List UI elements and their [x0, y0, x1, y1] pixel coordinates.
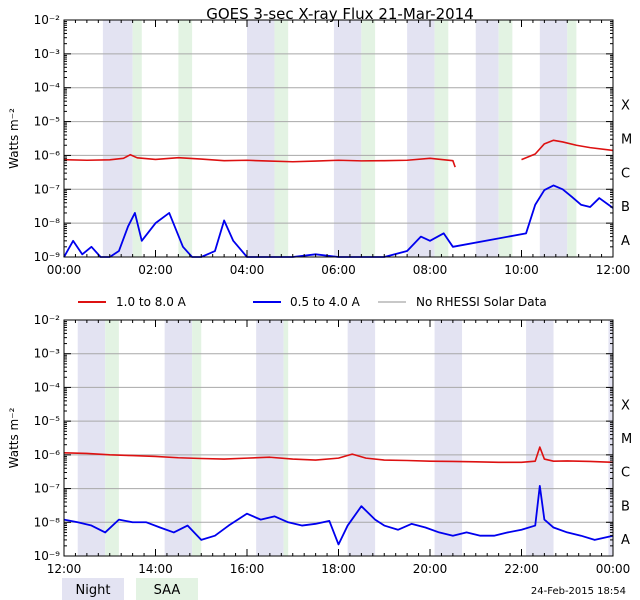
x-tick-label: 14:00 [138, 562, 173, 576]
x-tick-label: 08:00 [413, 263, 448, 277]
shading-legend: Night SAA [62, 578, 198, 600]
saa-band [178, 20, 193, 257]
y-tick-label: 10⁻⁹ [34, 549, 61, 563]
y-tick-label: 10⁻² [34, 313, 61, 327]
x-tick-label: 00:00 [596, 562, 631, 576]
x-tick-label: 00:00 [47, 263, 82, 277]
y-tick-label: 10⁻⁴ [34, 81, 61, 95]
flare-class-label: B [621, 499, 630, 514]
flare-class-label: X [621, 99, 630, 114]
night-legend-swatch [62, 578, 124, 600]
night-band [256, 320, 284, 556]
series-line-long [63, 153, 456, 168]
night-band [347, 320, 376, 556]
saa-band [132, 20, 142, 257]
y-tick-label: 10⁻⁷ [34, 482, 61, 496]
flare-class-label: C [621, 466, 630, 481]
night-band [434, 320, 463, 556]
y-axis-label: Watts m⁻² [7, 407, 21, 468]
saa-band [361, 20, 376, 257]
y-tick-label: 10⁻⁵ [34, 115, 61, 129]
chart-title: GOES 3-sec X-ray Flux 21-Mar-2014 [206, 5, 474, 23]
series-line-long [521, 139, 614, 161]
x-tick-label: 02:00 [138, 263, 173, 277]
night-band [407, 20, 435, 257]
saa-band [434, 20, 449, 257]
bottom-panel: 10⁻⁹ 10⁻⁸ 10⁻⁷ 10⁻⁶ 10⁻⁵ 10⁻⁴ 10⁻³ 10⁻² 12:00 14:… [7, 313, 632, 576]
y-tick-label: 10⁻⁵ [34, 414, 61, 428]
night-band [526, 320, 554, 556]
series-line-long [63, 446, 614, 464]
x-tick-label: 16:00 [230, 562, 265, 576]
flare-class-label: M [621, 133, 632, 148]
night-legend-label: Night [76, 583, 111, 598]
saa-band [192, 320, 202, 556]
x-tick-label: 10:00 [504, 263, 539, 277]
generated-timestamp: 24-Feb-2015 18:54 [531, 586, 626, 597]
y-tick-label: 10⁻⁷ [34, 182, 61, 196]
x-tick-label: 18:00 [321, 562, 356, 576]
y-tick-label: 10⁻³ [34, 47, 61, 61]
legend-short-label: 0.5 to 4.0 A [290, 295, 361, 309]
flare-class-label: B [621, 200, 630, 215]
night-band [102, 20, 133, 257]
legend: 1.0 to 8.0 A 0.5 to 4.0 A No RHESSI Sola… [78, 295, 547, 309]
saa-band [567, 20, 577, 257]
x-tick-label: 04:00 [230, 263, 265, 277]
y-tick-label: 10⁻² [34, 13, 61, 27]
flare-class-label: M [621, 432, 632, 447]
flare-class-label: A [621, 533, 630, 548]
saa-band [105, 320, 119, 556]
legend-long-label: 1.0 to 8.0 A [116, 295, 187, 309]
legend-nodata-label: No RHESSI Solar Data [416, 295, 547, 309]
saa-legend-label: SAA [154, 583, 181, 598]
y-tick-label: 10⁻⁸ [34, 216, 61, 230]
saa-band [274, 20, 289, 257]
saa-legend-swatch [136, 578, 198, 600]
saa-band [498, 20, 513, 257]
x-tick-label: 12:00 [47, 562, 82, 576]
x-tick-label: 12:00 [596, 263, 631, 277]
night-band [333, 20, 362, 257]
top-panel: 10⁻⁹ 10⁻⁸ 10⁻⁷ 10⁻⁶ 10⁻⁵ 10⁻⁴ 10⁻³ 10⁻² 00:00 02:… [7, 13, 632, 277]
y-tick-label: 10⁻⁸ [34, 515, 61, 529]
y-tick-label: 10⁻⁶ [34, 148, 61, 162]
saa-band [283, 320, 289, 556]
y-tick-label: 10⁻³ [34, 347, 61, 361]
x-tick-label: 06:00 [321, 263, 356, 277]
flare-class-label: X [621, 398, 630, 413]
night-band [77, 320, 106, 556]
night-band [608, 320, 613, 556]
x-tick-label: 20:00 [413, 562, 448, 576]
series-line-short [63, 485, 614, 546]
night-band [164, 320, 193, 556]
night-band [539, 20, 568, 257]
night-band [247, 20, 275, 257]
y-axis-label: Watts m⁻² [7, 108, 21, 169]
flare-class-label: C [621, 166, 630, 181]
night-band [475, 20, 499, 257]
y-tick-label: 10⁻⁹ [34, 250, 61, 264]
x-tick-label: 22:00 [504, 562, 539, 576]
y-tick-label: 10⁻⁶ [34, 448, 61, 462]
y-tick-label: 10⁻⁴ [34, 380, 61, 394]
flare-class-label: A [621, 234, 630, 249]
